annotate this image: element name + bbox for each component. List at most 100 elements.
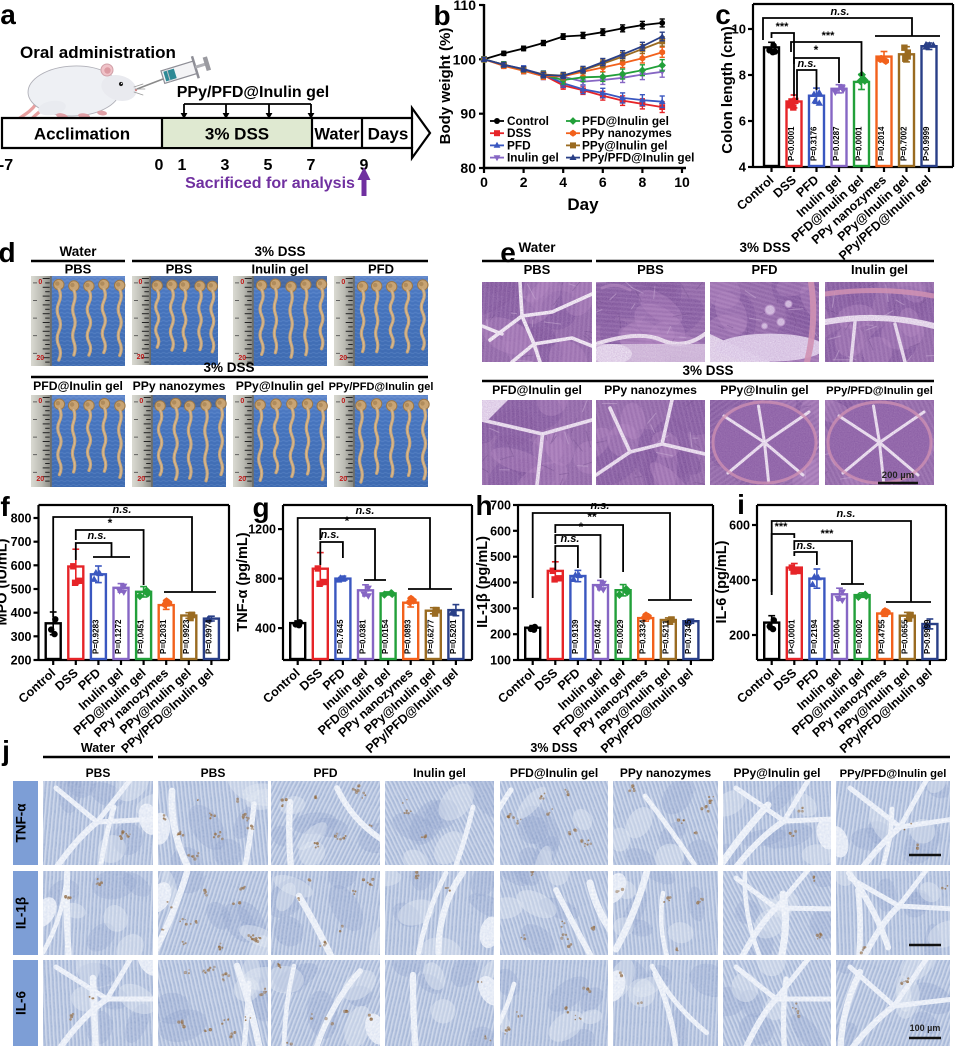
svg-text:0: 0	[139, 398, 143, 405]
svg-text:Water: Water	[81, 741, 115, 755]
svg-text:IL-6: IL-6	[14, 991, 29, 1015]
svg-text:400: 400	[490, 576, 511, 590]
svg-text:500: 500	[11, 583, 32, 597]
svg-text:0: 0	[480, 174, 488, 190]
svg-text:*: *	[345, 514, 350, 528]
svg-text:P=0.9139: P=0.9139	[571, 619, 580, 654]
svg-text:7: 7	[307, 157, 316, 174]
svg-text:8: 8	[739, 68, 746, 83]
svg-text:300: 300	[490, 602, 511, 616]
svg-text:200: 200	[729, 629, 750, 643]
svg-text:n.s.: n.s.	[797, 540, 816, 552]
svg-text:200: 200	[11, 654, 32, 668]
svg-text:a: a	[0, 0, 16, 30]
svg-text:0: 0	[38, 279, 42, 286]
svg-text:4: 4	[739, 160, 747, 175]
svg-text:10: 10	[732, 22, 746, 37]
svg-text:5: 5	[264, 157, 273, 174]
svg-text:P=0.2014: P=0.2014	[877, 126, 886, 161]
svg-text:c: c	[715, 0, 731, 30]
svg-text:20: 20	[238, 476, 246, 483]
svg-text:P<0.0001: P<0.0001	[787, 619, 796, 654]
svg-text:3% DSS: 3% DSS	[254, 244, 305, 259]
svg-text:n.s.: n.s.	[837, 508, 856, 520]
svg-text:Control: Control	[507, 114, 549, 128]
svg-text:PPy nanozymes: PPy nanozymes	[604, 383, 697, 397]
svg-text:P=0.1272: P=0.1272	[114, 619, 123, 654]
svg-text:Water: Water	[314, 126, 360, 144]
svg-text:MPO (IU/mL): MPO (IU/mL)	[0, 538, 11, 625]
svg-text:600: 600	[490, 524, 511, 538]
svg-text:PPy nanozymes: PPy nanozymes	[133, 379, 226, 393]
svg-text:10: 10	[674, 174, 690, 190]
svg-text:110: 110	[453, 0, 476, 13]
svg-text:P=0.0004: P=0.0004	[833, 619, 842, 654]
svg-text:PBS: PBS	[524, 262, 551, 277]
svg-text:PBS: PBS	[166, 262, 193, 277]
svg-text:0: 0	[240, 398, 244, 405]
svg-text:PFD@Inulin gel: PFD@Inulin gel	[492, 383, 582, 397]
svg-text:400: 400	[11, 606, 32, 620]
svg-text:n.s.: n.s.	[88, 530, 107, 542]
svg-text:PPy/PFD@Inulin gel: PPy/PFD@Inulin gel	[177, 84, 330, 101]
svg-text:P=0.9283: P=0.9283	[91, 619, 100, 654]
svg-text:P=0.3334: P=0.3334	[639, 619, 648, 654]
svg-text:0: 0	[240, 279, 244, 286]
svg-text:P=0.0893: P=0.0893	[404, 619, 413, 654]
svg-text:-7: -7	[0, 157, 13, 174]
svg-text:20: 20	[36, 476, 44, 483]
svg-text:100: 100	[453, 51, 477, 67]
svg-text:0: 0	[155, 157, 164, 174]
svg-text:***: ***	[822, 30, 836, 42]
svg-text:4: 4	[559, 174, 567, 190]
svg-text:P=0.9923: P=0.9923	[182, 619, 191, 654]
svg-text:700: 700	[490, 499, 511, 513]
svg-text:PPy nanozymes: PPy nanozymes	[582, 126, 672, 140]
svg-text:P=0.7002: P=0.7002	[900, 126, 909, 161]
svg-text:P=0.5211: P=0.5211	[661, 619, 670, 654]
svg-text:g: g	[252, 492, 269, 523]
svg-text:PPy/PFD@Inulin gel: PPy/PFD@Inulin gel	[582, 151, 694, 165]
svg-text:e: e	[500, 237, 516, 268]
svg-text:2: 2	[520, 174, 528, 190]
svg-text:DSS: DSS	[507, 126, 531, 140]
svg-text:P>0.9999: P>0.9999	[922, 126, 931, 161]
svg-text:Oral administration: Oral administration	[20, 43, 176, 62]
svg-text:20: 20	[137, 476, 145, 483]
svg-text:PFD@Inulin gel: PFD@Inulin gel	[33, 379, 123, 393]
svg-text:0: 0	[139, 279, 143, 286]
svg-text:TNF-α (pg/mL): TNF-α (pg/mL)	[235, 532, 251, 631]
svg-text:PBS: PBS	[86, 766, 111, 780]
svg-text:f: f	[0, 491, 10, 522]
svg-text:i: i	[737, 489, 745, 520]
svg-text:P=0.7645: P=0.7645	[336, 619, 345, 654]
svg-text:j: j	[1, 735, 10, 766]
svg-text:PBS: PBS	[637, 262, 664, 277]
svg-text:3: 3	[221, 157, 230, 174]
svg-text:n.s.: n.s.	[356, 505, 375, 517]
svg-text:P=0.2194: P=0.2194	[810, 619, 819, 654]
svg-text:Inulin gel: Inulin gel	[413, 766, 466, 780]
svg-text:PPy/PFD@Inulin gel: PPy/PFD@Inulin gel	[329, 381, 434, 393]
svg-text:200 µm: 200 µm	[882, 470, 914, 481]
svg-text:*: *	[814, 43, 819, 57]
svg-text:PBS: PBS	[65, 262, 92, 277]
svg-text:600: 600	[729, 519, 750, 533]
svg-text:***: ***	[775, 521, 789, 533]
svg-text:Inulin gel: Inulin gel	[251, 262, 308, 277]
svg-text:400: 400	[255, 622, 276, 636]
svg-text:PFD: PFD	[314, 766, 338, 780]
svg-text:IL-1β (pg/mL): IL-1β (pg/mL)	[475, 536, 491, 628]
svg-text:0: 0	[341, 279, 345, 286]
svg-text:6: 6	[599, 174, 607, 190]
svg-text:100: 100	[490, 654, 511, 668]
svg-text:Day: Day	[567, 195, 599, 214]
svg-text:3% DSS: 3% DSS	[739, 240, 790, 255]
svg-text:d: d	[0, 237, 16, 268]
svg-text:400: 400	[729, 574, 750, 588]
svg-text:**: **	[587, 510, 597, 524]
svg-text:600: 600	[11, 559, 32, 573]
svg-text:PFD@Inulin gel: PFD@Inulin gel	[582, 114, 669, 128]
svg-text:P=0.2031: P=0.2031	[159, 619, 168, 654]
svg-text:P=0.0002: P=0.0002	[855, 619, 864, 654]
